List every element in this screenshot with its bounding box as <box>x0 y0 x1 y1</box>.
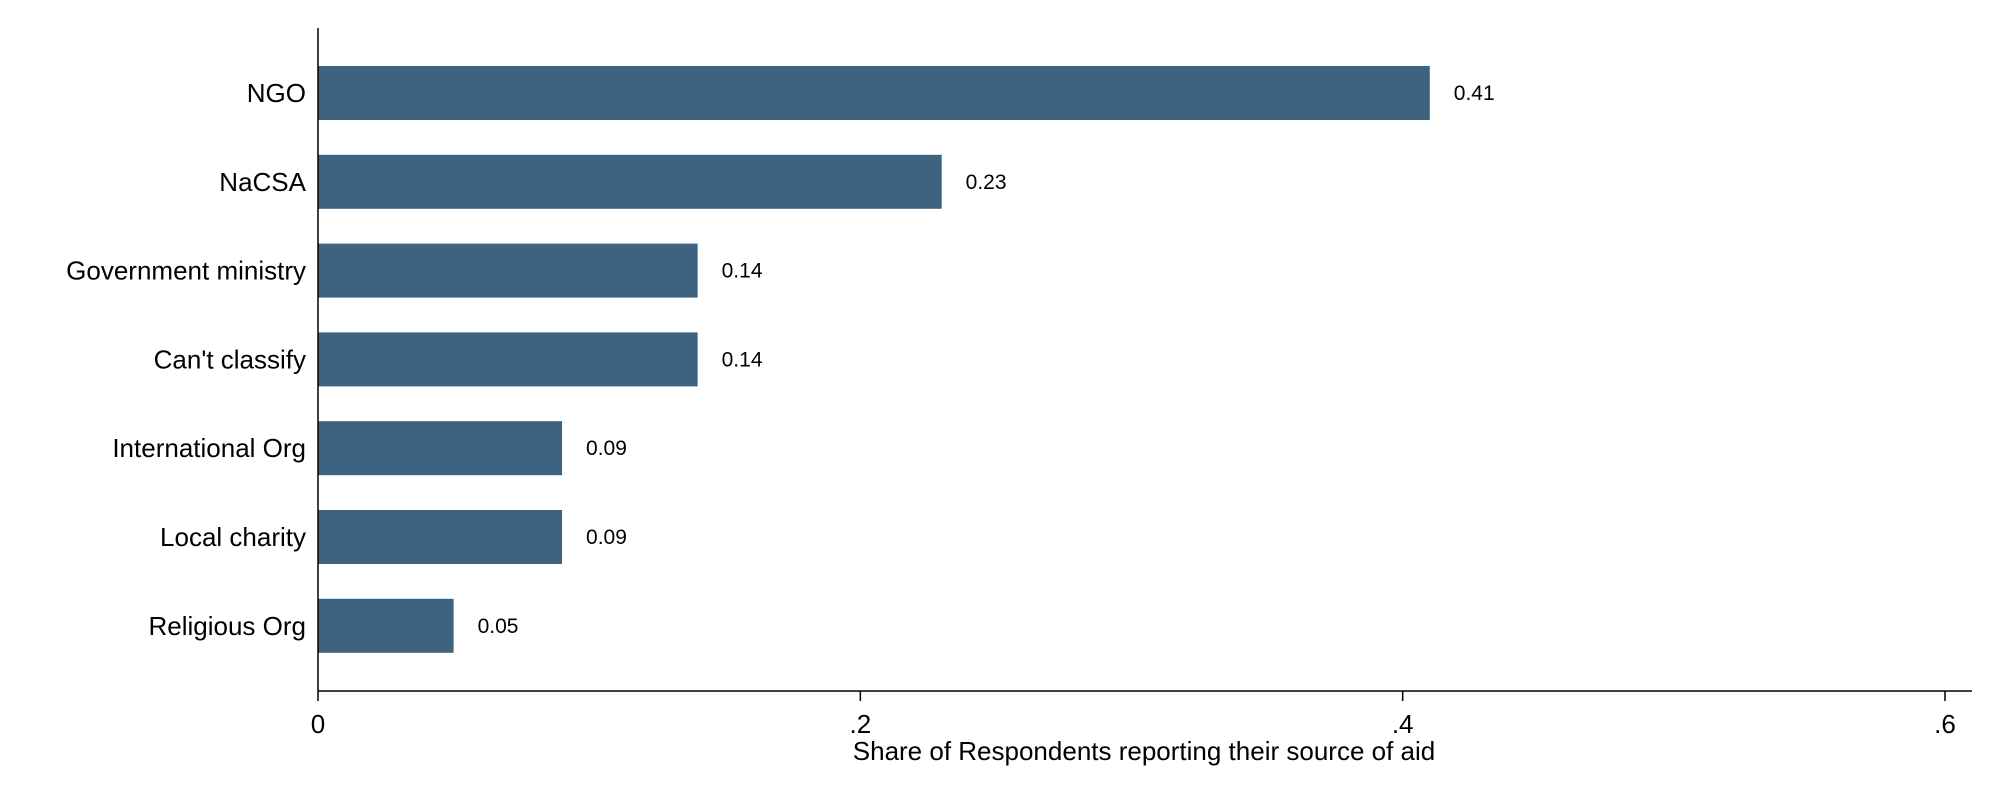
bar-0 <box>318 66 1430 120</box>
data-label-2: 0.14 <box>722 260 763 283</box>
bar-5 <box>318 510 563 564</box>
category-label-1: NaCSA <box>219 167 306 197</box>
x-tick-label-1: .2 <box>849 709 871 739</box>
category-label-4: International Org <box>112 433 306 463</box>
data-label-5: 0.09 <box>586 526 627 549</box>
bar-1 <box>318 154 942 209</box>
data-label-4: 0.09 <box>586 437 627 460</box>
bar-4 <box>318 421 563 476</box>
data-label-3: 0.14 <box>722 348 763 371</box>
category-label-0: NGO <box>247 78 306 108</box>
bar-2 <box>318 243 698 298</box>
x-axis-title: Share of Respondents reporting their sou… <box>853 736 1435 766</box>
bar-3 <box>318 332 698 387</box>
bars-layer <box>318 66 1430 653</box>
labels-layer: NGO 0.41 NaCSA 0.23 Government ministry 0.14 C… <box>66 78 1495 641</box>
x-tick-label-0: 0 <box>311 709 325 739</box>
category-label-5: Local charity <box>160 522 306 552</box>
category-label-6: Religious Org <box>148 611 306 641</box>
x-tick-label-2: .4 <box>1392 709 1414 739</box>
axes-layer: 0 .2 .4 .6 <box>311 28 1972 739</box>
category-label-2: Government ministry <box>66 256 306 286</box>
category-label-3: Can't classify <box>154 344 306 374</box>
data-label-0: 0.41 <box>1454 82 1495 105</box>
bar-6 <box>318 598 454 653</box>
data-label-6: 0.05 <box>478 615 519 638</box>
x-tick-label-3: .6 <box>1934 709 1956 739</box>
data-label-1: 0.23 <box>966 171 1007 194</box>
